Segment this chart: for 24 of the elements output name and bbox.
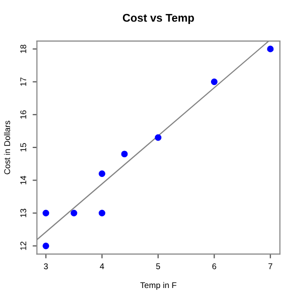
point	[98, 170, 106, 177]
y-tick-label: 17	[20, 78, 26, 86]
x-tick-label: 3	[44, 263, 48, 270]
point	[210, 78, 218, 86]
point	[267, 46, 274, 52]
x-tick-label: 4	[100, 263, 104, 270]
y-axis-title: Cost in Dollars	[4, 120, 10, 174]
y-tick-label: 14	[20, 176, 26, 184]
point	[42, 242, 50, 250]
x-tick-label: 5	[156, 263, 160, 270]
point	[98, 210, 106, 216]
y-tick-label: 18	[20, 44, 26, 53]
point	[70, 210, 78, 216]
x-tick-label: 6	[212, 263, 216, 270]
point	[42, 210, 50, 216]
point	[154, 134, 162, 141]
y-tick-label: 12	[20, 242, 26, 250]
y-tick-label: 15	[20, 143, 26, 152]
point	[121, 150, 128, 158]
x-axis-title: Temp in F	[140, 282, 176, 290]
x-tick-label: 7	[268, 263, 272, 270]
y-tick-label: 16	[20, 110, 26, 119]
y-tick-label: 13	[20, 208, 26, 218]
chart-title: Cost vs Temp	[122, 14, 194, 24]
